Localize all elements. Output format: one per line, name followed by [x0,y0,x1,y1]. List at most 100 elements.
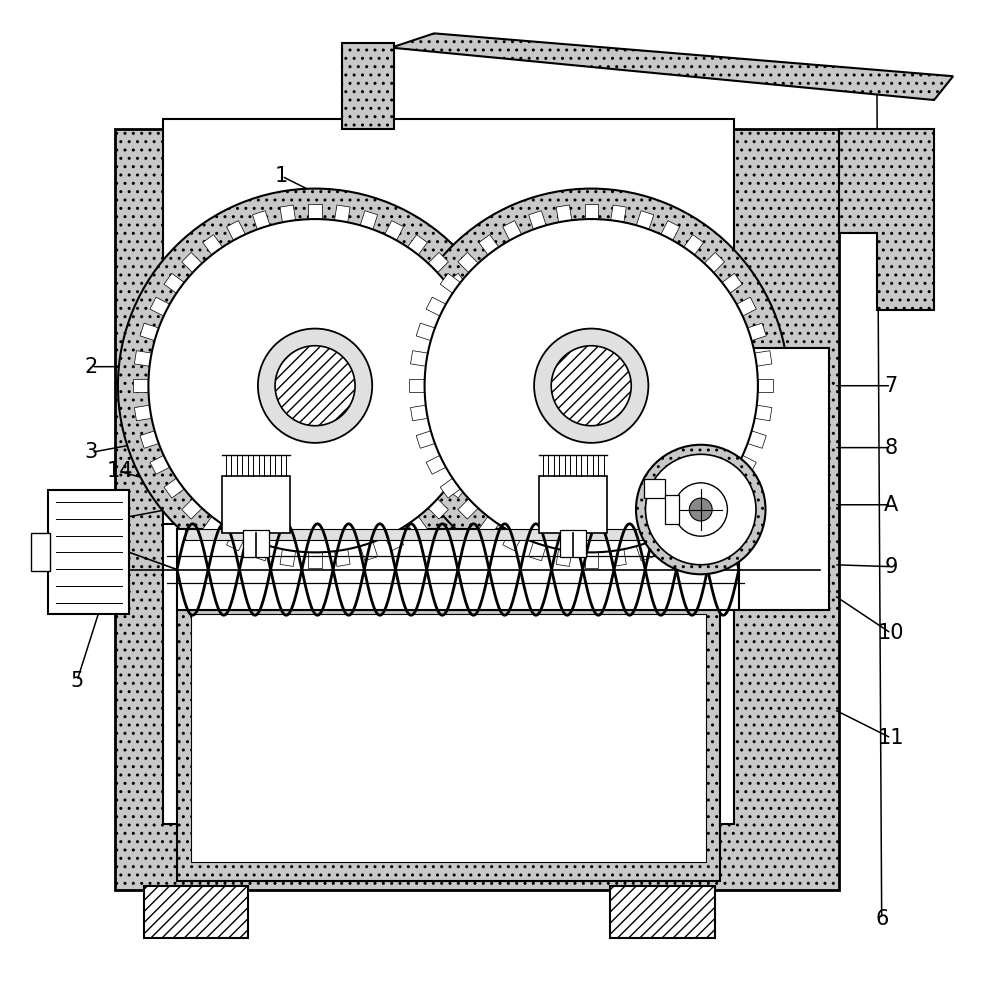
Polygon shape [479,517,499,537]
Polygon shape [385,221,404,240]
Text: 5: 5 [70,671,83,691]
Polygon shape [479,235,499,255]
Polygon shape [748,431,766,448]
Polygon shape [427,455,445,474]
Polygon shape [737,455,756,474]
Polygon shape [478,351,496,366]
Polygon shape [253,542,270,561]
Polygon shape [611,205,626,222]
Polygon shape [408,235,428,255]
Circle shape [675,483,727,536]
Polygon shape [411,405,428,421]
Polygon shape [446,273,466,293]
Text: 14: 14 [106,461,133,481]
Polygon shape [722,478,742,498]
Polygon shape [503,221,522,240]
Polygon shape [408,517,428,537]
Polygon shape [334,549,350,566]
Polygon shape [164,273,185,293]
Bar [177,610,720,881]
Polygon shape [557,549,571,566]
Polygon shape [755,405,772,421]
Circle shape [425,219,758,552]
Polygon shape [134,351,152,366]
Polygon shape [637,211,654,229]
Text: 8: 8 [885,438,898,458]
Text: 2: 2 [84,357,98,377]
Polygon shape [482,379,497,392]
Polygon shape [737,297,756,316]
Polygon shape [417,323,434,341]
Bar [559,530,586,557]
Polygon shape [683,235,703,255]
Bar [115,129,839,890]
Polygon shape [134,405,152,421]
Polygon shape [704,252,724,273]
Polygon shape [704,499,724,519]
Polygon shape [360,211,378,229]
Bar [739,348,829,610]
Polygon shape [683,517,703,537]
Circle shape [689,498,712,521]
Text: 6: 6 [875,909,889,929]
Polygon shape [661,221,680,240]
Polygon shape [164,478,185,498]
Text: A: A [884,495,899,515]
Polygon shape [458,252,478,273]
Polygon shape [722,273,742,293]
Polygon shape [150,455,170,474]
Circle shape [258,329,372,443]
Circle shape [552,346,631,426]
Polygon shape [611,549,626,566]
Text: 7: 7 [885,376,898,396]
Polygon shape [280,549,296,566]
Polygon shape [334,205,350,222]
Text: 1: 1 [275,166,289,186]
Bar [49,490,129,614]
Polygon shape [460,455,480,474]
Polygon shape [440,478,460,498]
Circle shape [636,445,766,574]
Polygon shape [529,211,546,229]
Bar [665,495,679,524]
Bar [191,614,705,862]
Polygon shape [280,205,296,222]
Text: 10: 10 [878,623,905,643]
Polygon shape [309,552,321,568]
Polygon shape [557,205,571,222]
Polygon shape [226,221,245,240]
Polygon shape [584,552,598,568]
Bar [222,476,291,533]
Polygon shape [385,531,404,551]
Bar [163,524,734,824]
Polygon shape [182,252,202,273]
Polygon shape [140,323,159,341]
Polygon shape [202,517,222,537]
Circle shape [118,189,512,583]
Text: 11: 11 [878,728,905,748]
Bar [144,886,248,938]
Polygon shape [478,405,496,421]
Polygon shape [440,273,460,293]
Text: 13: 13 [473,433,500,453]
Polygon shape [427,297,445,316]
Polygon shape [758,379,773,392]
Bar [177,529,744,610]
Polygon shape [391,33,953,100]
Bar [341,43,394,129]
Polygon shape [584,204,598,219]
Polygon shape [471,323,490,341]
Bar [32,533,51,571]
Polygon shape [503,531,522,551]
Polygon shape [182,499,202,519]
Polygon shape [150,297,170,316]
Bar [644,479,665,498]
Polygon shape [360,542,378,561]
Polygon shape [471,431,490,448]
Circle shape [394,189,789,583]
Bar [243,530,270,557]
Polygon shape [446,478,466,498]
Polygon shape [839,129,934,310]
Polygon shape [637,542,654,561]
Text: 4: 4 [84,514,98,534]
